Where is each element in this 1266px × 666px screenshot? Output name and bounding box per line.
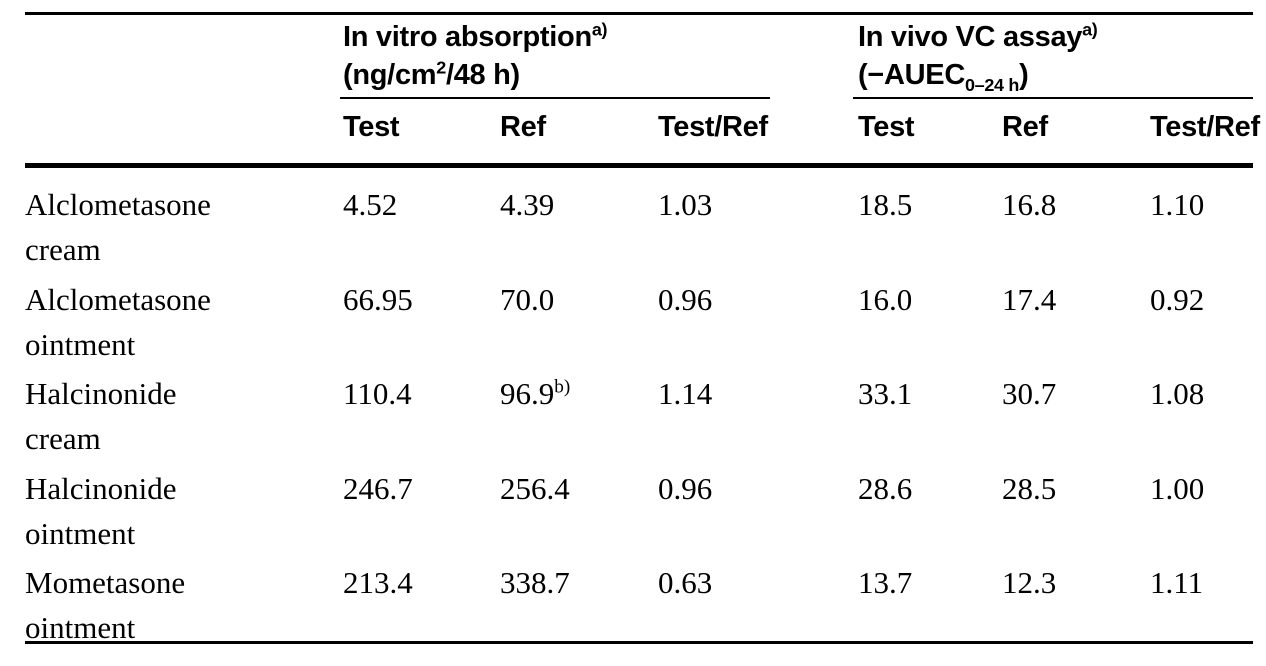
drug-name: Alclometasone cream [25, 168, 343, 272]
value-cell: 1.10 [1150, 187, 1205, 222]
table-row: Halcinonide ointment 246.7 256.4 0.96 28… [25, 452, 1253, 551]
empty-corner-cell [25, 15, 343, 99]
drug-name-line1: Halcinonide [25, 470, 177, 506]
value-cell: 0.92 [1150, 281, 1205, 317]
drug-name-line2: cream [25, 232, 101, 267]
table-bottom-rule [25, 640, 1253, 644]
value-cell: 110.4 [343, 376, 412, 411]
table-row: Halcinonide cream 110.4 96.9b) 1.14 33.1… [25, 357, 1253, 456]
value-cell: 0.96 [658, 470, 713, 506]
value-cell: 213.4 [343, 565, 413, 600]
value-cell: 96.9b) [500, 376, 571, 411]
table-top-rule [25, 12, 1253, 15]
value-cell: 28.6 [858, 470, 913, 506]
superscript-2: 2 [436, 57, 446, 78]
drug-name: Halcinonide cream [25, 357, 343, 461]
value-cell: 1.03 [658, 187, 713, 222]
value-cell: 66.95 [343, 281, 413, 317]
subheader-test-vitro: Test [343, 111, 400, 143]
value-cell: 28.5 [1002, 470, 1057, 506]
value-cell: 4.39 [500, 187, 555, 222]
value-cell: 30.7 [1002, 376, 1057, 411]
drug-name-line2: cream [25, 421, 101, 456]
value-cell: 17.4 [1002, 281, 1057, 317]
footnote-marker-b: b) [554, 376, 571, 398]
table-row: Alclometasone cream 4.52 4.39 1.03 18.5 … [25, 168, 1253, 267]
column-group-in-vitro: In vitro absorptiona) (ng/cm2/48 h) [343, 15, 858, 99]
value-cell: 12.3 [1002, 565, 1057, 600]
value-cell: 4.52 [343, 187, 398, 222]
sub-header-row: Test Ref Test/Ref Test Ref Test/Ref [25, 99, 1260, 163]
drug-name: Mometasone ointment [25, 546, 343, 650]
value-cell: 246.7 [343, 470, 413, 506]
drug-name: Alclometasone ointment [25, 263, 343, 367]
subheader-ref-vivo: Ref [1002, 111, 1048, 143]
column-group-header-row: In vitro absorptiona) (ng/cm2/48 h) In v… [25, 15, 1253, 99]
table-header-rule [25, 163, 1253, 168]
empty-corner-cell [25, 99, 343, 163]
value-cell: 1.14 [658, 376, 713, 411]
drug-name-line2: ointment [25, 610, 136, 645]
subheader-testref-vitro: Test/Ref [658, 111, 768, 143]
subheader-test-vivo: Test [858, 111, 915, 143]
footnote-marker-a: a) [1082, 19, 1098, 40]
drug-name-line2: ointment [25, 326, 136, 362]
drug-name-line2: ointment [25, 515, 136, 551]
subheader-ref-vitro: Ref [500, 111, 546, 143]
drug-name-line1: Halcinonide [25, 376, 177, 411]
group-title: In vitro absorptiona) [343, 19, 608, 53]
group-unit: (ng/cm2/48 h) [343, 57, 520, 91]
group-title: In vivo VC assaya) [858, 19, 1098, 53]
value-cell: 1.11 [1150, 565, 1204, 600]
value-cell: 16.8 [1002, 187, 1057, 222]
column-group-in-vivo: In vivo VC assaya) (−AUEC0–24 h) [858, 15, 1253, 99]
subheader-testref-vivo: Test/Ref [1150, 111, 1260, 143]
table-row: Alclometasone ointment 66.95 70.0 0.96 1… [25, 263, 1253, 362]
drug-name-line1: Mometasone [25, 565, 186, 600]
footnote-marker-a: a) [591, 19, 608, 40]
group-unit: (−AUEC0–24 h) [858, 59, 1029, 95]
value-cell: 70.0 [500, 281, 555, 317]
subscript-0-24h: 0–24 h [964, 74, 1020, 95]
value-cell: 33.1 [858, 376, 913, 411]
value-cell: 1.00 [1150, 470, 1205, 506]
value-cell: 338.7 [500, 565, 570, 600]
table-row: Mometasone ointment 213.4 338.7 0.63 13.… [25, 546, 1253, 645]
drug-name: Halcinonide ointment [25, 452, 343, 556]
value-cell: 0.96 [658, 281, 713, 317]
in-vivo-group-rule [853, 96, 1253, 99]
value-cell: 0.63 [658, 565, 713, 600]
comparison-table: In vitro absorptiona) (ng/cm2/48 h) In v… [25, 12, 1260, 645]
value-cell: 18.5 [858, 187, 913, 222]
value-cell: 1.08 [1150, 376, 1205, 411]
value-cell: 13.7 [858, 565, 913, 600]
value-cell: 16.0 [858, 281, 913, 317]
drug-name-line1: Alclometasone [25, 281, 211, 317]
drug-name-line1: Alclometasone [25, 187, 211, 222]
value-cell: 256.4 [500, 470, 570, 506]
in-vitro-group-rule [340, 96, 770, 99]
